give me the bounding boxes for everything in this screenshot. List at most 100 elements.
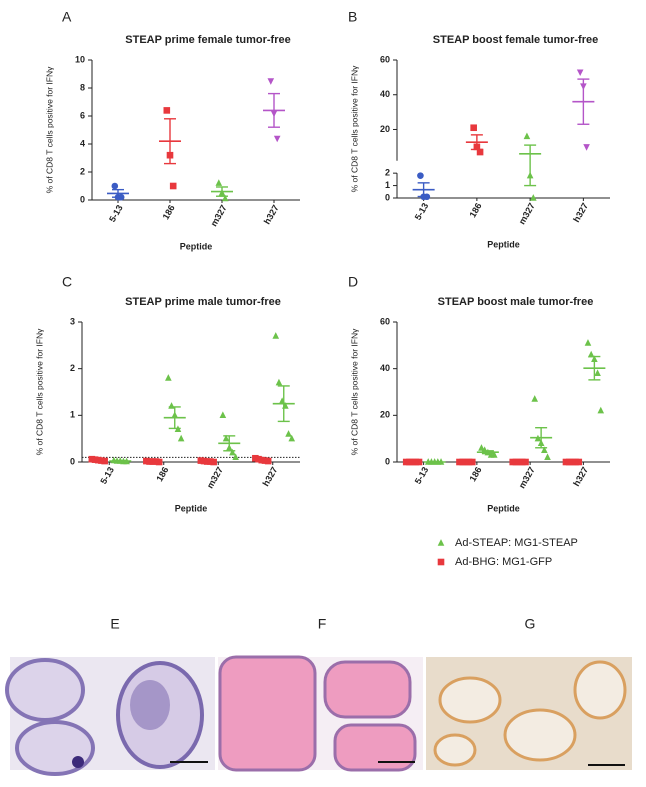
point [437, 539, 445, 546]
point [169, 182, 177, 190]
y-axis-label: % of CD8 T cells positive for IFNγ [44, 66, 54, 194]
point [530, 194, 537, 201]
y-tick-label: 0 [70, 456, 75, 466]
point [522, 458, 529, 466]
point [222, 434, 230, 442]
dark-spot [72, 756, 84, 768]
point [177, 434, 185, 442]
point [101, 457, 108, 465]
point [541, 446, 548, 454]
gland [333, 723, 417, 772]
point [272, 332, 280, 339]
y-tick-label: 1 [70, 410, 75, 420]
gland [5, 658, 85, 722]
point [597, 406, 605, 414]
y-axis-label: % of CD8 T cells positive for IFNγ [349, 65, 359, 193]
y-tick-label: 20 [380, 410, 390, 420]
y-tick-label: 10 [75, 54, 85, 64]
point [587, 350, 595, 358]
y-tick-label: 2 [385, 168, 390, 178]
chart-title: STEAP prime male tumor-free [125, 296, 281, 308]
gland [218, 655, 317, 772]
gland [573, 660, 627, 720]
point [215, 179, 223, 186]
point [221, 194, 229, 202]
point [275, 378, 283, 386]
point [575, 458, 583, 466]
x-axis-label: Peptide [487, 503, 520, 513]
point [111, 182, 119, 190]
point [155, 458, 163, 466]
point [583, 144, 590, 151]
point [594, 369, 601, 377]
point [288, 434, 296, 442]
y-axis-label: % of CD8 T cells positive for IFNγ [349, 328, 359, 456]
y-tick-label: 0 [385, 192, 390, 202]
y-tick-label: 3 [70, 316, 75, 326]
point [468, 458, 476, 466]
histology-e [5, 657, 215, 776]
y-tick-label: 60 [380, 316, 390, 326]
point [470, 124, 477, 132]
point [584, 339, 592, 346]
panel-label: F [318, 616, 327, 632]
point [267, 78, 275, 85]
point [523, 132, 531, 140]
panel-label: C [62, 274, 72, 290]
lumen-content [130, 680, 170, 730]
legend-label: Ad-BHG: MG1-GFP [455, 556, 552, 568]
histology-f [218, 655, 423, 772]
panel-label: A [62, 9, 72, 25]
point [417, 172, 424, 179]
y-tick-label: 0 [80, 194, 85, 204]
panel-label: B [348, 9, 357, 25]
point [229, 448, 236, 456]
y-tick-label: 2 [80, 166, 85, 176]
chart-title: STEAP prime female tumor-free [125, 34, 290, 46]
point [165, 374, 172, 381]
gland [503, 708, 577, 762]
y-tick-label: 60 [380, 54, 390, 64]
gland [323, 660, 412, 719]
chart-title: STEAP boost male tumor-free [438, 296, 594, 308]
point [437, 558, 445, 566]
y-tick-label: 40 [380, 89, 390, 99]
y-tick-label: 20 [380, 124, 390, 134]
gland [438, 676, 502, 724]
point [264, 457, 272, 465]
point [285, 430, 292, 437]
y-tick-label: 4 [80, 138, 85, 148]
point [476, 148, 484, 156]
point [490, 451, 498, 458]
point [163, 107, 171, 114]
y-tick-label: 2 [70, 363, 75, 373]
point [531, 395, 539, 402]
y-tick-label: 40 [380, 363, 390, 373]
point [544, 453, 551, 461]
panel-label: D [348, 274, 358, 290]
legend-label: Ad-STEAP: MG1-STEAP [455, 537, 578, 549]
point [273, 135, 281, 143]
gland [433, 733, 477, 767]
point [478, 444, 485, 451]
x-axis-label: Peptide [487, 239, 520, 249]
y-axis-label: % of CD8 T cells positive for IFNγ [34, 328, 44, 456]
point [576, 69, 584, 77]
point [210, 458, 217, 466]
y-tick-label: 6 [80, 110, 85, 120]
point [219, 411, 227, 419]
x-axis-label: Peptide [180, 241, 213, 251]
y-tick-label: 1 [385, 180, 390, 190]
panel-label: G [525, 616, 536, 632]
y-tick-label: 8 [80, 82, 85, 92]
point [415, 458, 423, 466]
x-axis-label: Peptide [175, 503, 208, 513]
y-tick-label: 0 [385, 456, 390, 466]
point [232, 453, 239, 461]
histology-g [426, 657, 632, 770]
chart-title: STEAP boost female tumor-free [433, 34, 598, 46]
panel-label: E [110, 616, 119, 632]
